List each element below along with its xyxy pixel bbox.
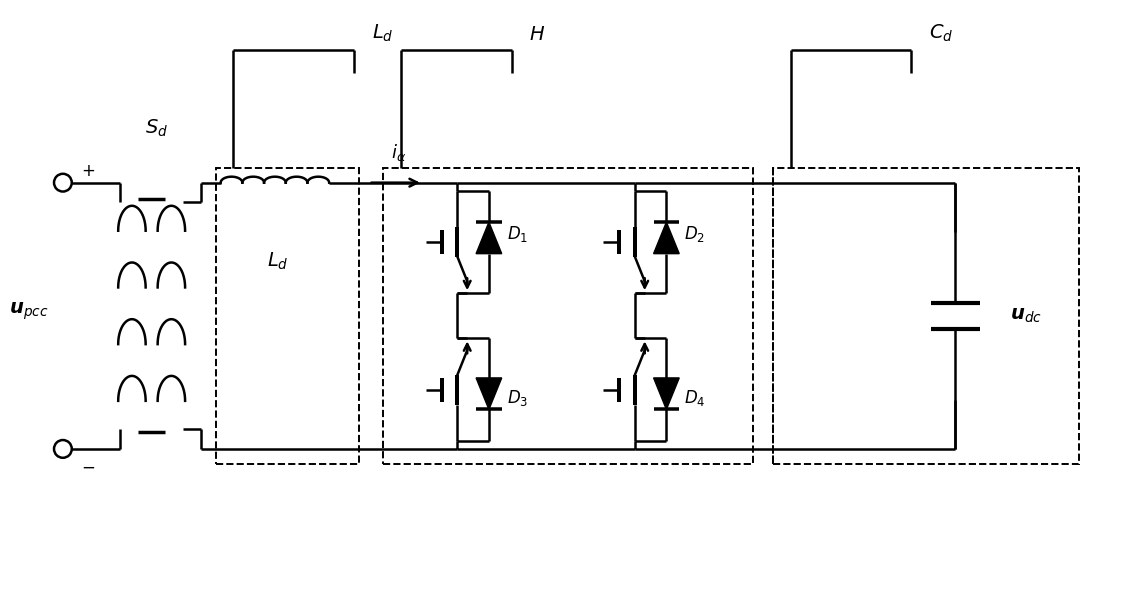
Polygon shape <box>653 378 679 409</box>
Text: $−$: $−$ <box>81 458 94 475</box>
Text: $i_\alpha$: $i_\alpha$ <box>390 142 406 163</box>
Text: $+$: $+$ <box>81 162 94 180</box>
Text: $S_d$: $S_d$ <box>145 118 168 139</box>
Text: $\boldsymbol{u}_{pcc}$: $\boldsymbol{u}_{pcc}$ <box>9 300 48 322</box>
Text: $D_3$: $D_3$ <box>506 388 528 407</box>
Polygon shape <box>476 378 502 409</box>
Polygon shape <box>476 222 502 254</box>
Text: $H$: $H$ <box>529 25 545 44</box>
Bar <box>216 168 358 464</box>
Text: $D_2$: $D_2$ <box>684 224 706 244</box>
Text: $C_d$: $C_d$ <box>929 22 953 44</box>
Text: $L_d$: $L_d$ <box>266 251 288 272</box>
Text: $\boldsymbol{u}_{dc}$: $\boldsymbol{u}_{dc}$ <box>1009 307 1041 325</box>
Polygon shape <box>653 222 679 254</box>
Bar <box>384 168 753 464</box>
Bar <box>773 168 1079 464</box>
Text: $D_1$: $D_1$ <box>506 224 528 244</box>
Text: $L_d$: $L_d$ <box>371 22 393 44</box>
Text: $D_4$: $D_4$ <box>684 388 706 407</box>
